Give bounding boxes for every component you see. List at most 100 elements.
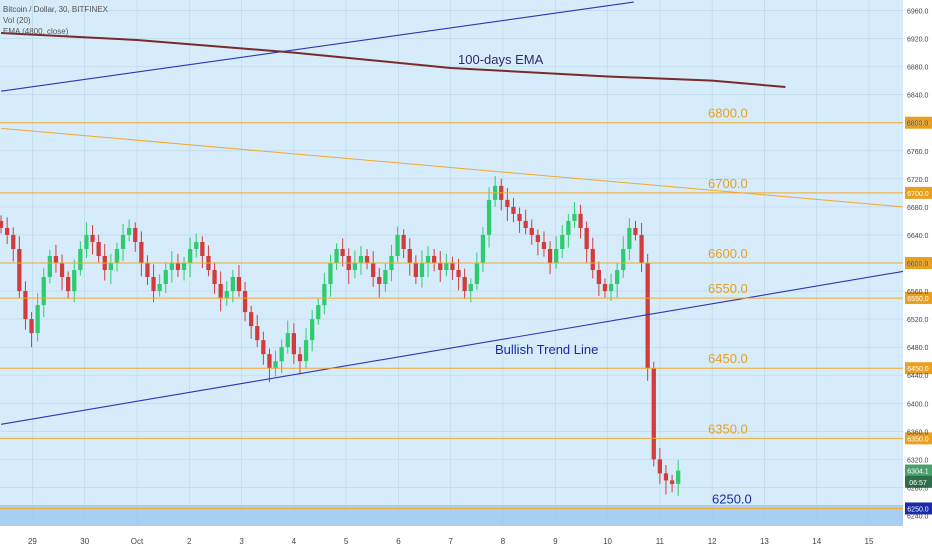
candle-body [279, 347, 284, 362]
candle-body [72, 270, 77, 292]
candle-body [322, 284, 327, 306]
current-price-tag-label: 6304.1 [907, 469, 929, 476]
candle-body [273, 361, 278, 369]
candle-body [297, 354, 303, 362]
candle-body [541, 241, 547, 249]
trend-line-annotation: Bullish Trend Line [495, 342, 598, 357]
candle-body [340, 248, 345, 256]
candle-body [486, 199, 492, 235]
level-price-tag [905, 502, 932, 515]
candle-body [419, 263, 425, 278]
level-price-tag [905, 186, 932, 199]
level-label: 6350.0 [708, 421, 748, 436]
candle-body [96, 241, 101, 256]
candle-body [236, 277, 242, 292]
level-price-tag-label: 6250.0 [907, 506, 929, 513]
candle-body [157, 284, 162, 292]
candle-body [505, 199, 510, 207]
y-tick-label: 6320.0 [907, 457, 929, 464]
candle-body [255, 326, 260, 341]
axes: 6960.06920.06880.06840.06800.06760.06720… [28, 9, 929, 546]
candle-body [364, 255, 370, 263]
y-tick-label: 6880.0 [907, 65, 929, 72]
level-label: 6550.0 [708, 281, 748, 296]
candle-body [352, 263, 357, 271]
candle-body [602, 284, 608, 292]
x-tick-label: 3 [239, 537, 244, 546]
candle-body [224, 291, 229, 299]
candle-body [560, 234, 565, 249]
level-price-tag [905, 362, 932, 375]
candle-body [5, 227, 10, 235]
level-label: 6250.0 [712, 491, 752, 506]
level-price-tag-label: 6600.0 [907, 261, 929, 268]
volume-band [0, 505, 903, 526]
level-label: 6800.0 [708, 106, 748, 121]
candle-body [291, 333, 296, 355]
candle-body [554, 248, 559, 263]
level-price-tag [905, 257, 932, 269]
level-price-tag-label: 6800.0 [907, 121, 929, 128]
ema-indicator-label[interactable]: EMA (4800, close) [3, 27, 69, 36]
candle-body [316, 305, 321, 320]
candle-body [188, 248, 193, 263]
candle-body [572, 213, 577, 221]
x-tick-label: 7 [448, 537, 453, 546]
level-label: 6700.0 [708, 176, 748, 191]
candle-body [480, 234, 486, 263]
candle-body [11, 234, 16, 249]
candle-body [371, 263, 376, 278]
candle-body [230, 277, 235, 292]
candle-body [639, 234, 644, 263]
level-label: 6600.0 [708, 246, 748, 261]
y-tick-label: 6360.0 [907, 429, 929, 436]
annotations: 100-days EMA Bullish Trend Line [458, 52, 598, 357]
candle-body [621, 248, 626, 271]
x-tick-label: 9 [553, 537, 558, 546]
x-tick-label: 13 [760, 537, 769, 546]
y-tick-label: 6520.0 [907, 317, 929, 324]
candle-body [163, 270, 168, 285]
candle-body [310, 319, 315, 341]
y-tick-label: 6800.0 [907, 121, 929, 128]
volume-indicator-label[interactable]: Vol (20) [3, 16, 31, 25]
x-tick-label: 14 [812, 537, 821, 546]
y-tick-label: 6240.0 [907, 513, 929, 520]
candle-body [35, 305, 40, 334]
symbol-title[interactable]: Bitcoin / Dollar, 30, BITFINEX [3, 5, 108, 14]
candle-body [133, 227, 138, 242]
y-tick-label: 6960.0 [907, 9, 929, 16]
candle-body [41, 277, 46, 306]
ema-annotation: 100-days EMA [458, 52, 544, 67]
upper-trend-line [0, 1, 634, 92]
candle-body [450, 263, 455, 271]
current-price-tag-label: 06:57 [909, 480, 927, 487]
candle-body [608, 284, 614, 292]
candle-body [23, 291, 28, 320]
channel-line [1, 127, 904, 208]
candle-body [218, 284, 223, 299]
candles [0, 176, 681, 496]
candle-body [590, 248, 595, 271]
candle-body [657, 459, 662, 474]
candle-body [462, 277, 467, 292]
level-price-tag [905, 292, 932, 305]
candle-body [66, 277, 71, 292]
candle-body [413, 263, 418, 278]
candle-body [120, 234, 126, 249]
x-tick-label: 15 [865, 537, 874, 546]
y-tick-label: 6280.0 [907, 485, 929, 492]
candle-body [584, 227, 589, 249]
candle-body [303, 340, 309, 362]
candle-body [47, 255, 52, 278]
y-tick-label: 6480.0 [907, 345, 929, 352]
candle-body [669, 480, 675, 484]
candle-body [566, 220, 571, 235]
candle-body [108, 263, 113, 271]
candle-body [328, 263, 333, 285]
current-price-tag [905, 475, 932, 488]
x-tick-label: 10 [603, 537, 612, 546]
candle-body [547, 248, 553, 263]
candle-body [432, 255, 437, 263]
